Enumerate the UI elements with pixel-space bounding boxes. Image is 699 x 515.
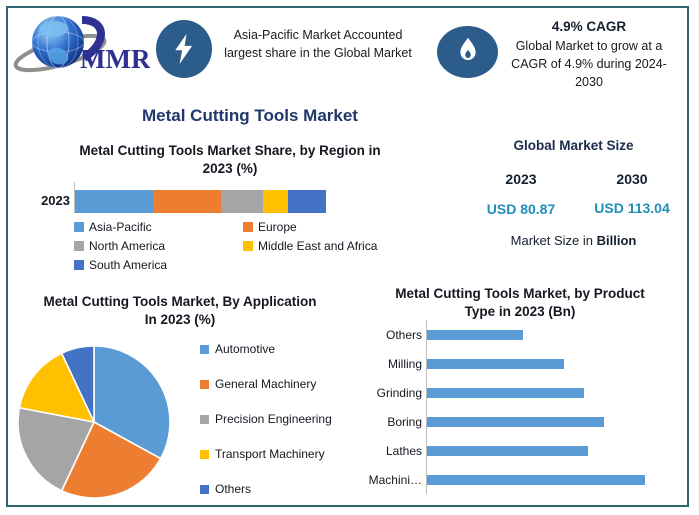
region-bar-segment (75, 190, 153, 213)
legend-item: Others (200, 482, 332, 496)
application-chart-title: Metal Cutting Tools Market, By Applicati… (43, 294, 317, 328)
legend-item: Transport Machinery (200, 447, 332, 461)
legend-label: Others (215, 482, 252, 496)
bar-track (426, 320, 645, 349)
legend-marker (200, 379, 209, 389)
bar (427, 387, 584, 398)
bar-category-label: Lathes (385, 443, 422, 458)
outer-border (6, 6, 689, 507)
market-size-value-2023: USD 80.87 (486, 201, 556, 217)
lightning-icon (175, 34, 193, 64)
legend-item: Precision Engineering (200, 412, 332, 426)
market-size-note: Market Size in Billion (486, 233, 661, 248)
logo-blue-swoosh (81, 16, 105, 62)
bar-track (426, 465, 645, 494)
bar-category-label: Grinding (376, 385, 422, 400)
market-size-title: Global Market Size (513, 138, 634, 153)
bar-row: Boring (336, 407, 645, 436)
bar (427, 416, 604, 427)
market-size-year-2030: 2030 (616, 171, 648, 187)
product-bars: Others Milling Grinding Boring Lathes Machini… (336, 320, 645, 494)
pie-slice (18, 352, 95, 423)
legend-marker (74, 240, 84, 251)
bar (427, 445, 589, 456)
legend-label: South America (89, 257, 168, 272)
bar (427, 329, 523, 340)
application-pie (17, 345, 171, 499)
legend-item: Middle East and Africa (243, 239, 377, 253)
region-bar-segment (220, 190, 264, 213)
bar-category-label: Boring (387, 414, 422, 429)
pie-slice (17, 406, 95, 492)
legend-label: Precision Engineering (215, 412, 332, 426)
bar (427, 474, 645, 485)
region-axis-line (74, 182, 75, 213)
bar (427, 358, 565, 369)
logo-text: MMR (80, 44, 150, 74)
lightning-badge (156, 20, 212, 78)
bar-row: Grinding (336, 378, 645, 407)
highlight-text: Asia-Pacific Market Accounted largest sh… (224, 28, 412, 61)
market-size-note-unit: Billion (596, 233, 637, 248)
market-size-note-prefix: Market Size in (510, 233, 597, 248)
region-axis-label: 2023 (41, 193, 70, 208)
bar-track (426, 349, 645, 378)
application-legend: Automotive General Machinery Precision Eng… (200, 342, 332, 496)
mmr-logo: MMR (13, 15, 150, 74)
flame-badge (437, 26, 498, 78)
bar-row: Lathes (336, 436, 645, 465)
legend-item: North America (74, 239, 243, 253)
legend-marker (74, 221, 84, 232)
legend-label: North America (89, 238, 166, 253)
cagr-headline: 4.9% CAGR (551, 19, 627, 34)
bar-category-label: Machini… (368, 472, 422, 487)
legend-marker (200, 449, 209, 459)
legend-marker (200, 484, 209, 494)
region-bar (75, 190, 326, 213)
legend-marker (200, 344, 209, 354)
page-title: Metal Cutting Tools Market (142, 106, 358, 125)
bar-track (426, 407, 645, 436)
bar-row: Others (336, 320, 645, 349)
legend-label: Transport Machinery (215, 447, 325, 461)
legend-label: General Machinery (215, 377, 317, 391)
legend-marker (243, 221, 253, 232)
legend-marker (200, 414, 209, 424)
bar-row: Milling (336, 349, 645, 378)
cagr-body: Global Market to grow at a CAGR of 4.9% … (511, 39, 667, 90)
legend-item: Asia-Pacific (74, 220, 243, 234)
legend-marker (74, 259, 84, 270)
region-bar-segment (152, 190, 221, 213)
cagr-block: 4.9% CAGR Global Market to grow at a CAG… (503, 19, 675, 91)
pie-slice (93, 345, 171, 460)
flame-icon (459, 37, 476, 61)
market-size-value-2030: USD 113.04 (594, 200, 670, 216)
market-size-year-2023: 2023 (505, 171, 537, 187)
region-bar-segment (263, 190, 289, 213)
pie-slice (60, 421, 162, 499)
legend-marker (243, 240, 253, 251)
bar-row: Machini… (336, 465, 645, 494)
product-type-chart-title: Metal Cutting Tools Market, by Product T… (395, 286, 645, 320)
legend-item: Europe (243, 220, 377, 234)
legend-item: Automotive (200, 342, 332, 356)
pie-slice (60, 345, 95, 423)
bar-track (426, 436, 645, 465)
legend-label: Asia-Pacific (89, 219, 152, 234)
legend-label: Middle East and Africa (258, 238, 378, 253)
bar-category-label: Others (385, 327, 422, 342)
legend-label: Europe (258, 219, 297, 234)
legend-label: Automotive (215, 342, 276, 356)
legend-item: South America (74, 258, 243, 272)
legend-item: General Machinery (200, 377, 332, 391)
region-chart-title: Metal Cutting Tools Market Share, by Reg… (79, 143, 381, 177)
bar-category-label: Milling (387, 356, 422, 371)
bar-track (426, 378, 645, 407)
region-legend: Asia-Pacific Europe North America Middle Ea… (74, 217, 377, 274)
region-bar-segment (288, 190, 326, 213)
